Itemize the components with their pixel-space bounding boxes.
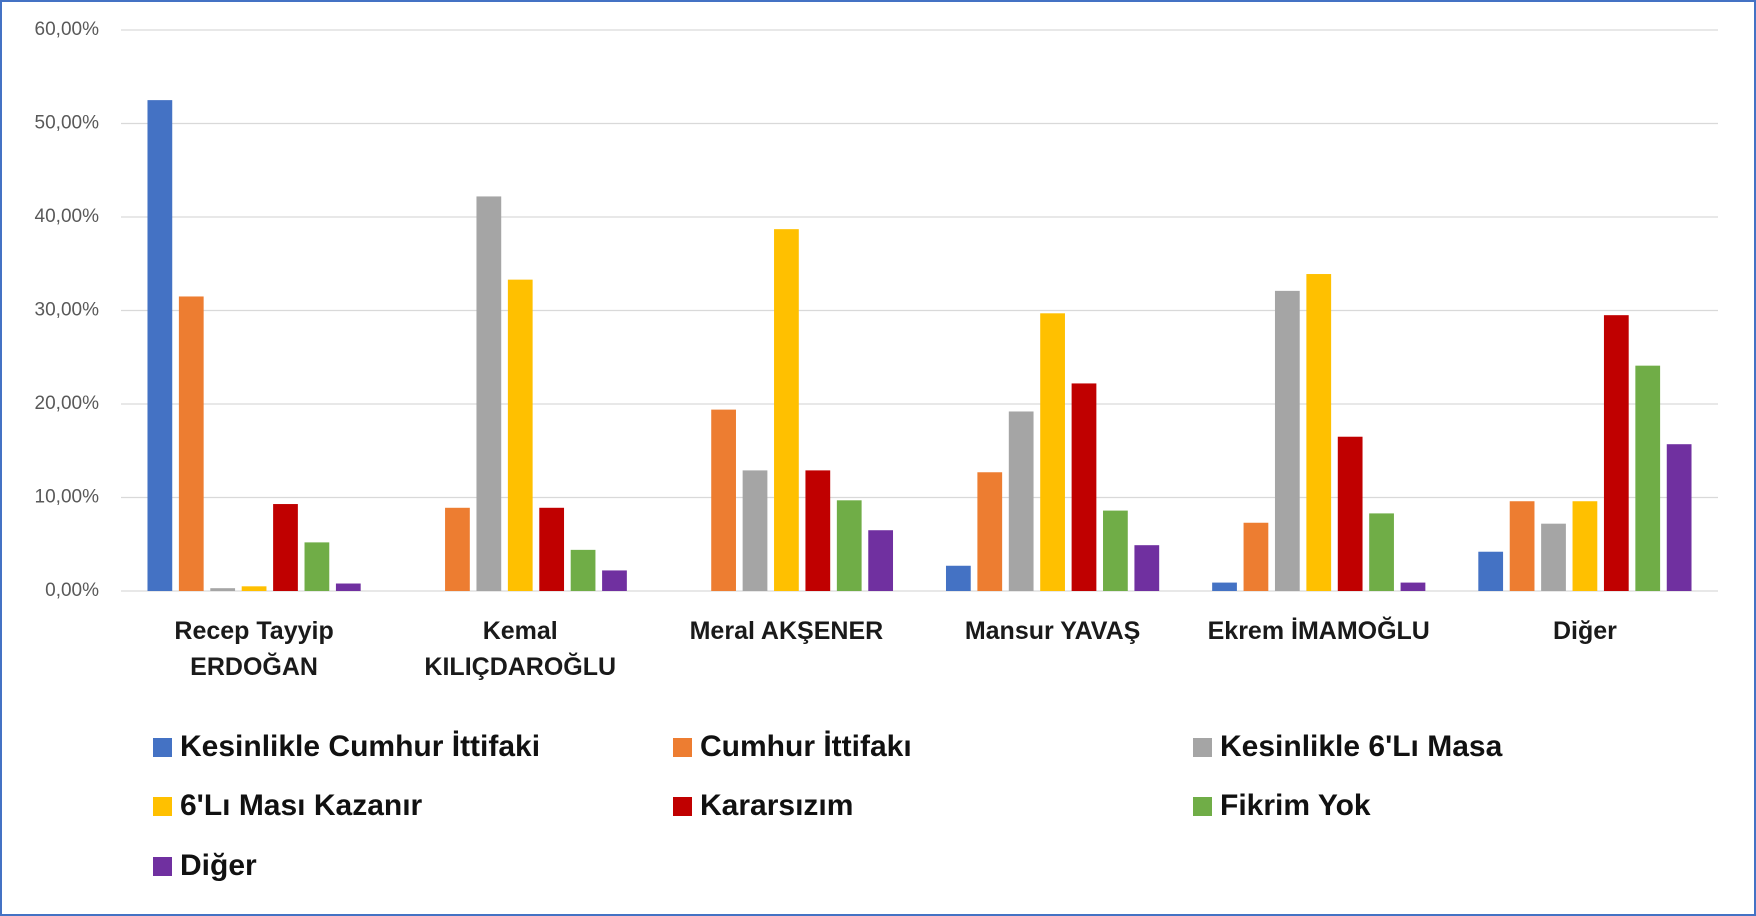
legend-item: Kesinlikle Cumhur İttifaki (153, 727, 540, 767)
bar (774, 229, 799, 591)
x-tick-label: Meral AKŞENER (689, 617, 884, 645)
legend-label: 6'Lı Ması Kazanır (180, 789, 423, 822)
bar (1666, 444, 1692, 591)
y-tick-label: 60,00% (35, 19, 100, 40)
legend-label: Diğer (180, 849, 257, 882)
legend-item: Fikrim Yok (1193, 786, 1371, 826)
x-tick-label: Ekrem İMAMOĞLU (1207, 617, 1430, 645)
y-tick-label: 40,00% (35, 206, 100, 227)
legend-swatch (153, 737, 172, 757)
legend-item: 6'Lı Ması Kazanır (153, 786, 422, 826)
bar (273, 504, 298, 591)
bar (476, 196, 502, 591)
bar (868, 530, 894, 591)
bar (570, 549, 596, 591)
bar (1212, 582, 1237, 591)
bar (1008, 411, 1034, 591)
bar (1400, 582, 1426, 591)
legend-item: Cumhur İttifakı (673, 727, 912, 767)
x-tick-label: Recep Tayyip ERDOĞAN (174, 617, 334, 681)
bar (1243, 522, 1269, 591)
bar (1103, 510, 1128, 591)
bar (210, 588, 236, 591)
y-tick-label: 10,00% (35, 487, 100, 508)
legend-swatch (1193, 796, 1212, 816)
legend-label: Fikrim Yok (1220, 789, 1371, 822)
bar (1509, 501, 1535, 591)
bar (945, 565, 971, 591)
x-tick-label: Diğer (1552, 617, 1617, 645)
y-tick-label: 30,00% (35, 300, 100, 321)
bar (977, 472, 1003, 591)
bar (1478, 551, 1504, 591)
bar (602, 570, 627, 591)
x-tick-label: Kemal KILIÇDAROĞLU (424, 617, 617, 681)
legend-swatch (153, 796, 172, 816)
bar (445, 507, 470, 591)
bar (1134, 545, 1160, 591)
bar (304, 542, 330, 591)
bar (742, 470, 768, 591)
legend-label: Cumhur İttifakı (700, 730, 912, 763)
legend-swatch (153, 856, 172, 876)
bar (241, 586, 267, 591)
bar (1541, 523, 1566, 591)
bar (178, 296, 204, 591)
bar (1040, 313, 1065, 591)
bar (836, 500, 862, 591)
bar (539, 507, 565, 591)
legend-label: Kesinlikle Cumhur İttifaki (180, 730, 541, 763)
bar (1635, 365, 1661, 591)
bar (335, 583, 361, 591)
legend-label: Kesinlikle 6'Lı Masa (1220, 730, 1503, 763)
bar (1369, 513, 1394, 591)
bar (1337, 436, 1363, 591)
bar (1071, 383, 1097, 591)
bar (805, 470, 831, 591)
bar (711, 409, 736, 591)
legend-item: Kesinlikle 6'Lı Masa (1193, 727, 1502, 767)
bar (147, 100, 173, 591)
legend-item: Diğer (153, 846, 257, 886)
legend-swatch (673, 796, 692, 816)
legend-item: Kararsızım (673, 786, 853, 826)
x-tick-label: Mansur YAVAŞ (964, 617, 1141, 645)
bar (1274, 290, 1300, 591)
bar (1572, 501, 1598, 591)
bar (507, 279, 533, 591)
y-tick-label: 20,00% (35, 393, 100, 414)
y-tick-label: 0,00% (45, 580, 99, 601)
legend-swatch (1193, 737, 1212, 757)
legend-label: Kararsızım (700, 789, 854, 822)
bar (1603, 315, 1629, 591)
bar (1306, 274, 1332, 591)
y-tick-label: 50,00% (35, 113, 100, 134)
legend-swatch (673, 737, 692, 757)
